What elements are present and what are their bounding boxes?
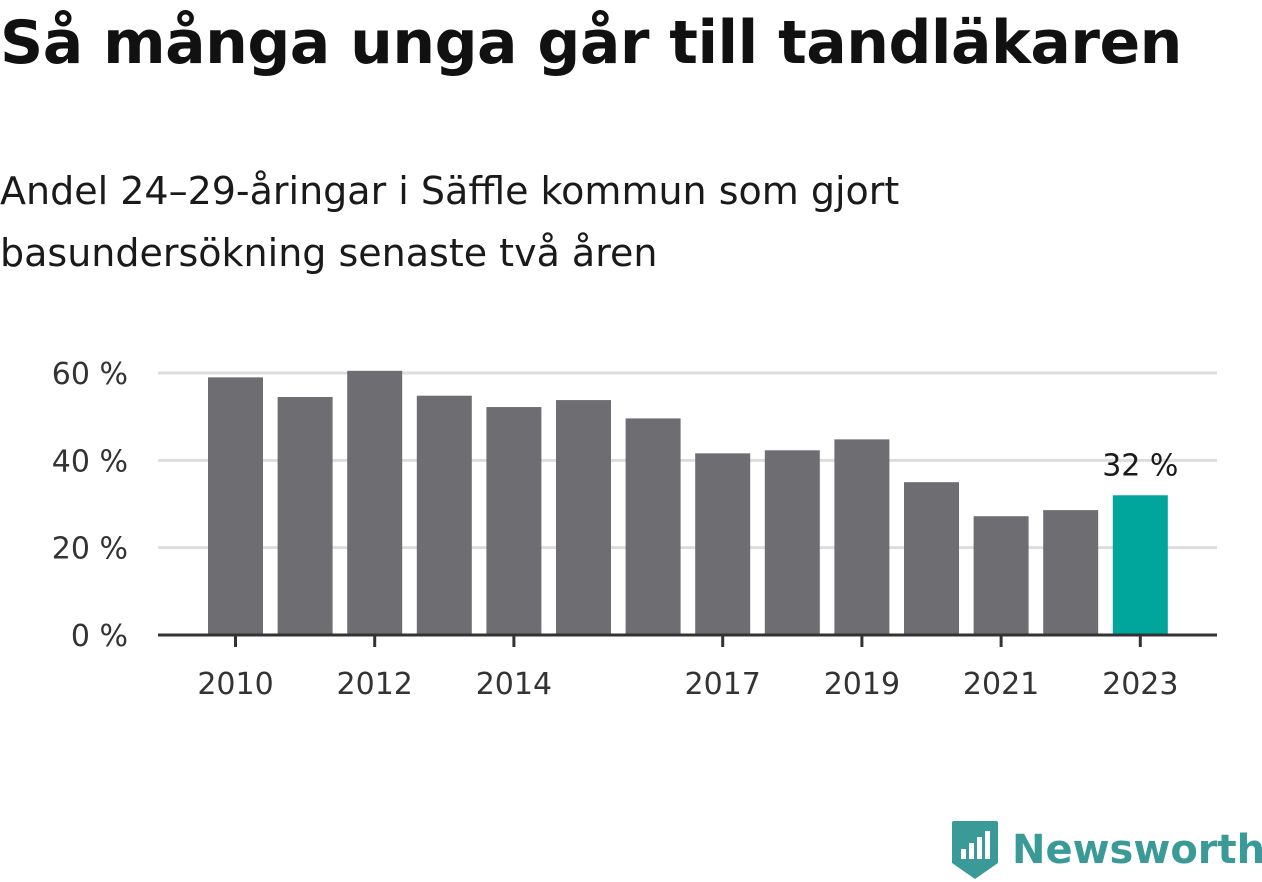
gridlines — [158, 371, 1217, 550]
y-tick-label: 20 % — [52, 532, 128, 567]
bar-2012 — [347, 370, 403, 635]
bar-2011 — [277, 397, 333, 635]
x-tick-label: 2019 — [824, 667, 900, 702]
bar-2014 — [486, 407, 542, 635]
y-axis-labels: 0 % 20 % 40 % 60 % — [52, 357, 128, 654]
x-axis-labels: 2010 2012 2014 2017 2019 2021 2023 — [197, 667, 1178, 702]
chart-title: Så många unga går till tandläkaren — [0, 8, 1182, 78]
bar-2021 — [973, 516, 1029, 635]
x-tick-label: 2012 — [337, 667, 413, 702]
y-tick-label: 40 % — [52, 444, 128, 479]
data-label: 32 % — [1102, 448, 1178, 483]
data-labels: 32 % — [1102, 448, 1178, 483]
bar-2013 — [416, 395, 472, 635]
newsworthy-chart-logo-icon — [952, 821, 998, 879]
newsworthy-brand: Newsworthy — [950, 818, 1262, 882]
bar-2017 — [695, 453, 751, 635]
bar-2010 — [208, 377, 263, 635]
bar-2016 — [625, 418, 681, 635]
x-tick-label: 2021 — [963, 667, 1039, 702]
x-axis — [158, 633, 1217, 647]
brand-name: Newsworthy — [1012, 827, 1262, 873]
bar-2023 — [1112, 495, 1168, 635]
bars — [208, 370, 1168, 635]
x-tick-label: 2023 — [1102, 667, 1178, 702]
bar-2019 — [834, 439, 890, 635]
chart-subtitle: Andel 24–29-åringar i Säffle kommun som … — [0, 169, 900, 275]
x-tick-label: 2017 — [685, 667, 761, 702]
bar-2015 — [556, 400, 611, 635]
bar-2020 — [904, 482, 959, 635]
y-tick-label: 0 % — [71, 619, 128, 654]
bar-2022 — [1043, 510, 1099, 635]
x-tick-label: 2010 — [197, 667, 273, 702]
x-tick-label: 2014 — [476, 667, 552, 702]
bar-2018 — [764, 450, 820, 635]
y-tick-label: 60 % — [52, 357, 128, 392]
